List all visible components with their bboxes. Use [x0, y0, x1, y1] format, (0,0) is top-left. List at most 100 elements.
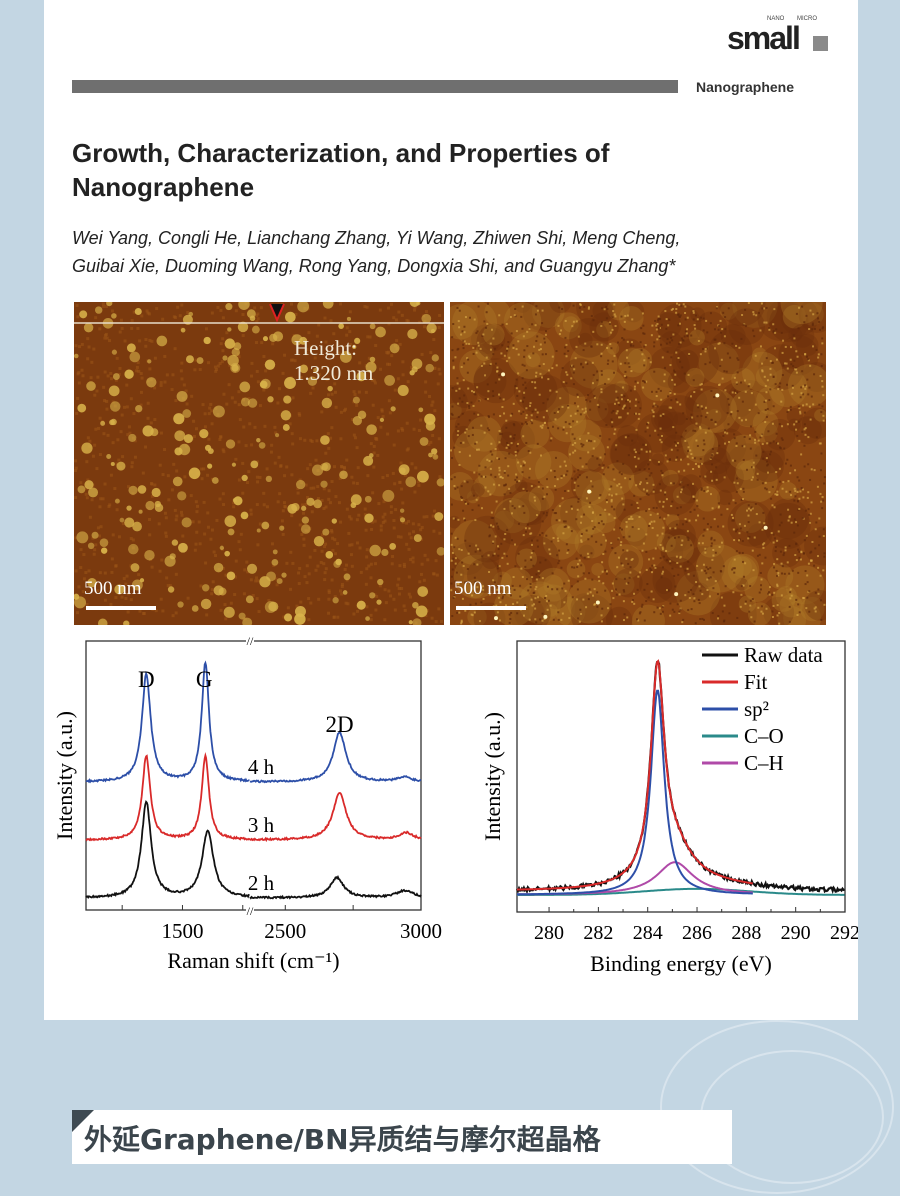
afm-texture: [327, 489, 331, 493]
afm-texture: [670, 336, 673, 339]
afm-texture: [153, 483, 157, 487]
afm-texture: [808, 405, 811, 408]
height-annotation-line2: 1.320 nm: [294, 361, 374, 385]
afm-particle: [352, 344, 357, 350]
afm-texture: [392, 526, 396, 530]
afm-texture: [467, 502, 470, 505]
afm-texture: [789, 591, 792, 594]
afm-texture: [612, 371, 615, 374]
afm-texture: [409, 558, 413, 562]
afm-texture: [823, 482, 826, 485]
y-axis-label: Intensity (a.u.): [52, 711, 77, 840]
afm-texture: [823, 552, 826, 555]
afm-texture: [516, 601, 519, 604]
afm-texture: [638, 468, 641, 471]
afm-texture: [733, 539, 736, 542]
afm-texture: [615, 398, 618, 401]
afm-texture: [600, 352, 603, 355]
afm-texture: [781, 351, 784, 354]
afm-texture: [775, 328, 778, 331]
afm-texture: [130, 461, 134, 465]
afm-texture: [788, 605, 791, 608]
afm-domain: [634, 459, 670, 495]
afm-texture: [817, 353, 820, 356]
afm-texture: [635, 484, 638, 487]
afm-domain: [483, 323, 505, 346]
afm-texture: [786, 458, 789, 461]
afm-texture: [657, 315, 660, 318]
afm-texture: [735, 550, 738, 553]
afm-texture: [224, 573, 228, 577]
afm-texture: [627, 362, 630, 365]
afm-texture: [627, 434, 630, 437]
afm-texture: [153, 418, 157, 422]
afm-texture: [811, 324, 814, 327]
afm-texture: [774, 546, 777, 549]
afm-domain: [801, 362, 826, 392]
afm-texture: [604, 408, 607, 411]
afm-texture: [769, 442, 772, 445]
afm-texture: [569, 426, 572, 429]
afm-texture: [348, 330, 352, 334]
afm-texture: [514, 565, 517, 568]
afm-domain: [727, 500, 774, 547]
afm-texture: [602, 553, 605, 556]
afm-domain: [594, 511, 616, 534]
afm-texture: [256, 579, 260, 583]
afm-texture: [170, 388, 174, 392]
afm-domain: [675, 570, 721, 616]
afm-texture: [594, 396, 597, 399]
afm-texture: [760, 605, 763, 608]
afm-texture: [673, 482, 676, 485]
afm-texture: [577, 484, 580, 487]
afm-texture: [778, 467, 781, 470]
afm-texture: [537, 481, 540, 484]
afm-domain: [587, 456, 604, 473]
afm-texture: [498, 466, 501, 469]
afm-texture: [597, 522, 600, 525]
afm-domain: [626, 526, 647, 547]
afm-texture: [535, 585, 538, 588]
afm-texture: [687, 446, 690, 449]
afm-texture: [322, 507, 326, 511]
afm-texture: [577, 335, 580, 338]
afm-texture: [640, 605, 643, 608]
afm-texture: [492, 353, 495, 356]
x-tick-label: 282: [583, 922, 613, 944]
afm-texture: [129, 537, 133, 541]
afm-texture: [680, 337, 683, 340]
afm-texture: [365, 605, 369, 609]
afm-texture: [611, 582, 614, 585]
afm-domain: [514, 595, 551, 625]
afm-texture: [578, 437, 581, 440]
afm-texture: [750, 616, 753, 619]
afm-texture: [531, 410, 534, 413]
afm-texture: [744, 600, 747, 603]
afm-texture: [690, 453, 693, 456]
afm-texture: [587, 432, 590, 435]
afm-particle: [364, 513, 374, 523]
afm-particle: [156, 335, 168, 347]
afm-texture: [479, 347, 482, 350]
afm-texture: [793, 487, 796, 490]
afm-texture: [412, 530, 416, 534]
afm-texture: [557, 324, 560, 327]
afm-texture: [513, 588, 516, 591]
afm-texture: [484, 397, 487, 400]
afm-texture: [708, 595, 711, 598]
afm-texture: [549, 604, 552, 607]
afm-texture: [502, 398, 505, 401]
afm-texture: [514, 307, 517, 310]
afm-texture: [158, 463, 162, 467]
afm-texture: [743, 435, 746, 438]
afm-texture: [557, 410, 560, 413]
afm-texture: [756, 478, 759, 481]
afm-texture: [806, 581, 809, 584]
afm-texture: [496, 457, 499, 460]
afm-texture: [170, 488, 174, 492]
afm-texture: [658, 483, 661, 486]
afm-texture: [650, 472, 653, 475]
afm-texture: [702, 329, 705, 332]
afm-texture: [575, 320, 578, 323]
